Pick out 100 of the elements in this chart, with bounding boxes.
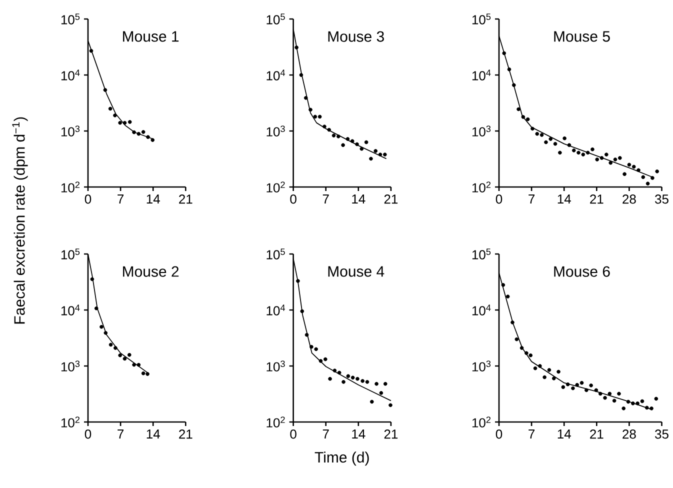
point: [548, 137, 553, 141]
point: [114, 346, 118, 350]
point: [332, 134, 336, 138]
x-tick-label: 21: [590, 430, 604, 439]
point: [108, 342, 113, 347]
point: [552, 376, 556, 380]
point: [644, 406, 649, 410]
point: [547, 368, 552, 372]
x-axis-title: Time (d): [314, 452, 369, 466]
point: [342, 380, 346, 384]
point: [108, 106, 112, 111]
x-tick-label: 21: [590, 194, 604, 204]
point: [383, 382, 388, 386]
y-tick-label: 10$^{5}$: [472, 248, 491, 260]
x-tick-label: 0: [84, 430, 92, 439]
point: [350, 376, 355, 380]
point: [542, 375, 546, 380]
point: [388, 403, 392, 408]
point: [310, 344, 314, 349]
point: [641, 175, 646, 180]
text: Mouse 4: [328, 266, 384, 277]
point: [506, 294, 510, 298]
point: [636, 168, 640, 172]
point: [558, 150, 562, 155]
y-tick-label: 10$^{2}$: [61, 182, 80, 192]
x-tick-label: 0: [84, 194, 92, 204]
x-tick-label: 14: [558, 430, 571, 438]
x-tick-label: 7: [322, 430, 329, 438]
x-tick-label: 0: [496, 194, 502, 204]
point: [613, 158, 618, 162]
point: [136, 362, 141, 367]
y-tick-label: 10$^{3}$: [61, 126, 80, 136]
point: [622, 406, 626, 410]
point: [608, 392, 612, 396]
point: [350, 139, 354, 143]
text: Mouse 2: [123, 266, 179, 277]
point: [584, 388, 588, 392]
point: [608, 160, 613, 165]
point: [370, 400, 374, 404]
point: [141, 371, 146, 376]
x-tick-label: 35: [655, 430, 668, 439]
x-tick-label: 0: [290, 430, 296, 439]
point: [318, 359, 323, 363]
point: [575, 382, 580, 387]
point: [650, 406, 654, 410]
x-tick-label: 14: [146, 430, 160, 438]
point: [313, 114, 318, 119]
point: [299, 73, 304, 77]
point: [576, 150, 580, 155]
x-tick-label: 28: [622, 194, 636, 204]
point: [572, 148, 576, 152]
point: [636, 401, 640, 406]
point: [603, 396, 607, 400]
point: [571, 386, 575, 390]
point: [118, 353, 122, 358]
point: [294, 46, 298, 50]
point: [118, 120, 122, 125]
x-tick-label: 21: [384, 430, 398, 439]
x-tick-label: 28: [622, 430, 636, 439]
text: Mouse 3: [328, 31, 384, 42]
x-tick-label: 0: [496, 430, 502, 439]
point: [567, 143, 572, 147]
point: [540, 133, 544, 137]
point: [300, 309, 304, 314]
x-tick-label: 0: [290, 194, 296, 204]
y-tick-label: 10$^{3}$: [266, 360, 285, 372]
point: [580, 380, 584, 385]
y-tick-label: 10$^{5}$: [472, 14, 491, 24]
point: [103, 88, 108, 92]
point: [364, 140, 368, 144]
point: [562, 136, 566, 140]
x-tick-label: 7: [118, 194, 124, 204]
point: [535, 132, 540, 136]
y-tick-label: 10$^{3}$: [61, 360, 80, 372]
point: [561, 385, 566, 389]
point: [328, 376, 332, 381]
point: [90, 277, 94, 282]
point: [632, 164, 636, 169]
point: [132, 362, 136, 367]
point: [369, 156, 373, 161]
x-tick-label: 7: [528, 430, 535, 438]
text: Mouse 6: [554, 266, 610, 277]
point: [374, 382, 378, 386]
point: [654, 396, 658, 401]
point: [308, 108, 312, 112]
x-tick-label: 21: [384, 194, 398, 204]
y-tick-label: 10$^{4}$: [61, 70, 80, 80]
point: [618, 156, 622, 160]
point: [510, 320, 514, 324]
point: [355, 142, 359, 146]
y-tick-label: 10$^{5}$: [61, 14, 80, 24]
point: [524, 351, 528, 355]
point: [556, 370, 560, 374]
point: [612, 398, 616, 403]
x-tick-label: 21: [179, 194, 192, 204]
point: [337, 370, 342, 375]
y-axis-title: Faecal excretion rate (dpm d$^{−1}$): [12, 117, 28, 324]
point: [122, 120, 127, 125]
point: [346, 137, 350, 141]
point: [622, 172, 626, 176]
